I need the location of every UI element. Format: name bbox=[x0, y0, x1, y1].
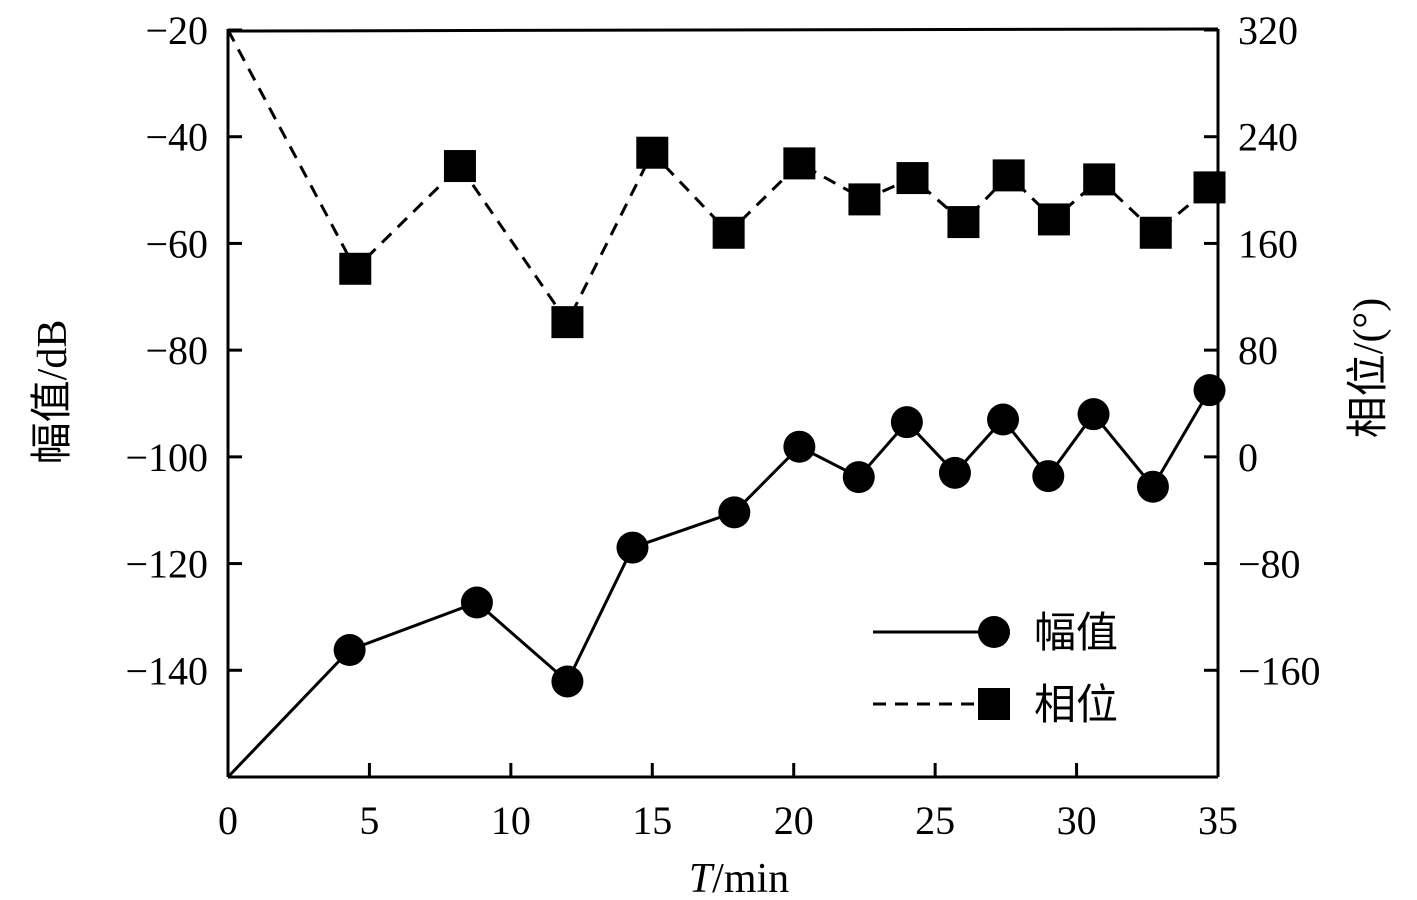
series-layer bbox=[226, 29, 1226, 779]
x-tick-label: 30 bbox=[1057, 798, 1097, 843]
y-left-tick-label: −140 bbox=[125, 648, 208, 693]
data-point-amplitude bbox=[333, 634, 366, 667]
data-point-amplitude bbox=[718, 496, 751, 529]
x-tick-label: 15 bbox=[632, 798, 672, 843]
data-point-amplitude bbox=[460, 586, 493, 619]
data-point-phase bbox=[712, 216, 745, 249]
data-point-amplitude bbox=[890, 406, 923, 439]
y-right-tick-label: −160 bbox=[1238, 648, 1321, 693]
data-point-amplitude bbox=[938, 456, 971, 489]
data-point-phase bbox=[848, 183, 881, 216]
top-axis-line bbox=[227, 27, 1219, 33]
data-point-phase bbox=[443, 150, 476, 183]
data-point-amplitude bbox=[987, 403, 1020, 436]
x-ticks: 0 5 10 15 20 25 30 35 bbox=[218, 763, 1238, 843]
y-left-tick-label: −100 bbox=[125, 435, 208, 480]
y-left-axis-title: 幅值/dB bbox=[30, 320, 76, 465]
y-left-ticks: −20 −40 −60 −80 −100 −120 −140 bbox=[125, 8, 242, 693]
x-axis-title-unit: /min bbox=[712, 856, 789, 900]
x-tick-label: 35 bbox=[1198, 798, 1238, 843]
y-right-ticks: 320 240 160 80 0 −80 −160 bbox=[1204, 8, 1321, 693]
data-point-phase bbox=[339, 252, 372, 285]
y-right-tick-label: 320 bbox=[1238, 8, 1298, 53]
x-axis-title: T/min bbox=[689, 856, 789, 900]
data-point-phase bbox=[783, 147, 816, 180]
data-point-phase bbox=[1083, 163, 1116, 196]
y-left-tick-label: −120 bbox=[125, 542, 208, 587]
x-tick-label: 10 bbox=[491, 798, 531, 843]
y-left-tick-label: −40 bbox=[145, 115, 208, 160]
legend-marker-amplitude bbox=[978, 616, 1010, 648]
x-tick-label: 0 bbox=[218, 798, 238, 843]
data-point-amplitude bbox=[842, 461, 875, 494]
y-right-tick-label: −80 bbox=[1238, 542, 1301, 587]
data-point-amplitude bbox=[1077, 398, 1110, 431]
data-point-amplitude bbox=[1136, 470, 1169, 503]
data-point-phase bbox=[551, 306, 584, 339]
data-point-phase bbox=[636, 136, 669, 169]
x-tick-label: 25 bbox=[915, 798, 955, 843]
y-left-tick-label: −20 bbox=[145, 8, 208, 53]
y-left-tick-label: −60 bbox=[145, 221, 208, 266]
x-axis-title-symbol: T bbox=[689, 856, 715, 900]
legend-label-phase: 相位 bbox=[1034, 682, 1118, 729]
data-point-phase bbox=[896, 162, 929, 195]
plot-frame bbox=[226, 27, 1220, 779]
y-right-tick-label: 160 bbox=[1238, 221, 1298, 266]
legend: 幅值 相位 bbox=[873, 611, 1118, 729]
y-right-tick-label: 240 bbox=[1238, 115, 1298, 160]
data-point-amplitude bbox=[616, 531, 649, 564]
data-point-amplitude bbox=[551, 665, 584, 698]
legend-label-amplitude: 幅值 bbox=[1034, 611, 1118, 657]
y-right-tick-label: 0 bbox=[1238, 435, 1258, 480]
y-right-axis-title: 相位/(°) bbox=[1345, 298, 1392, 438]
data-point-amplitude bbox=[1193, 374, 1226, 407]
data-point-phase bbox=[1193, 171, 1226, 204]
data-point-amplitude bbox=[1032, 460, 1065, 493]
y-right-tick-label: 80 bbox=[1238, 328, 1278, 373]
data-point-phase bbox=[1037, 203, 1070, 236]
data-point-phase bbox=[992, 159, 1025, 192]
series-line-phase bbox=[226, 29, 1211, 326]
data-point-phase bbox=[1139, 216, 1172, 249]
legend-marker-phase bbox=[978, 688, 1010, 720]
x-tick-label: 20 bbox=[774, 798, 814, 843]
x-tick-label: 5 bbox=[359, 798, 379, 843]
data-point-amplitude bbox=[783, 430, 816, 463]
data-point-phase bbox=[947, 206, 980, 239]
y-left-tick-label: −80 bbox=[145, 328, 208, 373]
